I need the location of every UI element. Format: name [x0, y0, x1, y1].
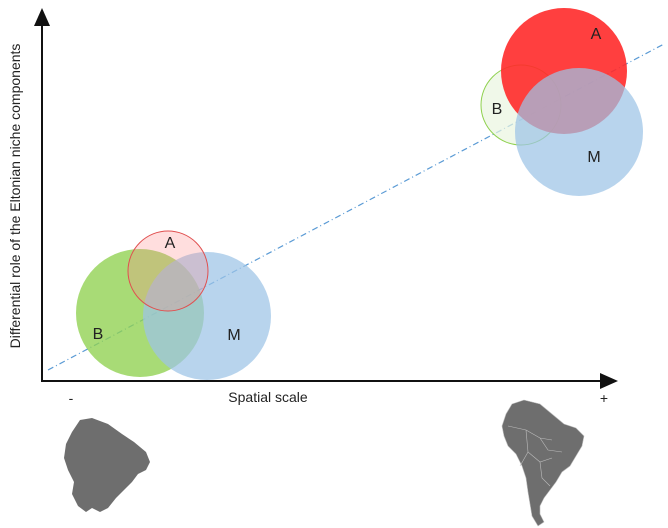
- circle-m-large-label: M: [587, 149, 600, 166]
- circle-a-small: [127, 230, 209, 312]
- small-scale-circles: A B M: [76, 230, 271, 380]
- circle-a-small-label: A: [165, 235, 176, 252]
- circle-b-large-label: B: [492, 101, 503, 118]
- circle-b-small-label: B: [93, 326, 104, 343]
- circle-m-small-label: M: [227, 327, 240, 344]
- circle-m-small: [143, 252, 271, 380]
- x-min-marker: -: [69, 390, 74, 406]
- x-max-marker: +: [600, 390, 608, 406]
- large-scale-circles: A B M: [480, 8, 643, 196]
- circle-m-large: [515, 68, 643, 196]
- x-axis-label: Spatial scale: [228, 389, 308, 405]
- y-axis-label: Differential role of the Eltonian niche …: [7, 44, 23, 349]
- french-guiana-map-icon: [64, 418, 150, 512]
- circle-a-large-label: A: [591, 26, 602, 43]
- south-america-map-icon: [501, 399, 585, 527]
